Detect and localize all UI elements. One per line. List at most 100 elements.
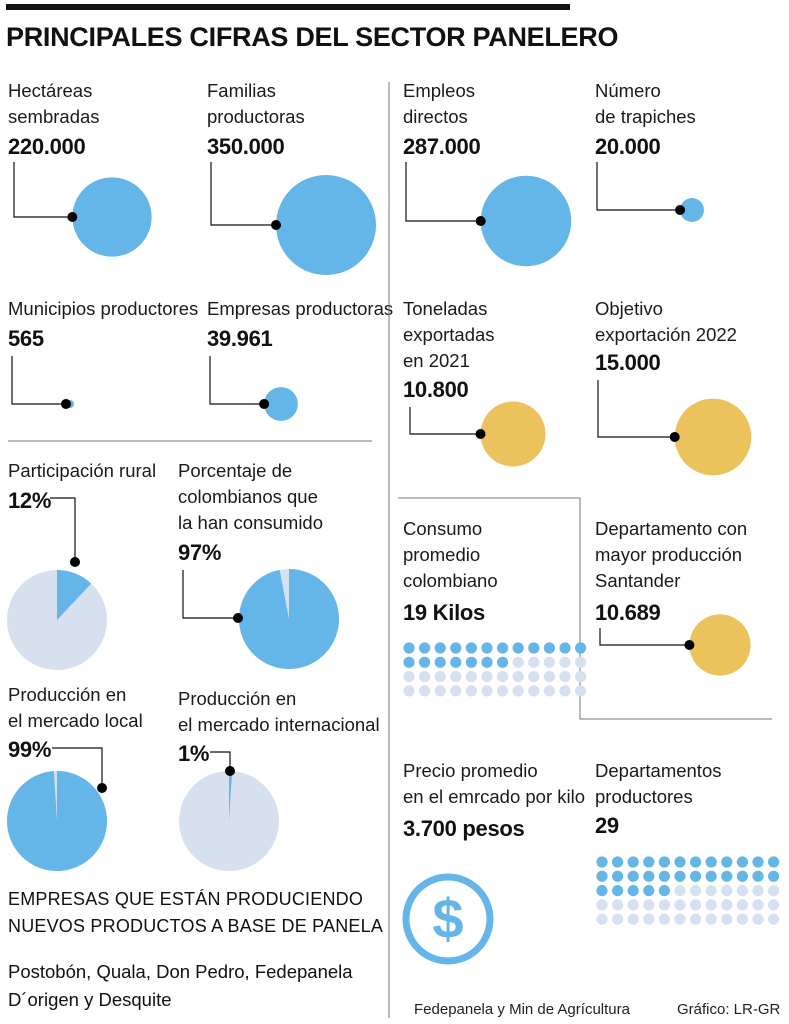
empleos-bubble (480, 175, 572, 267)
empleos-value: 287.000 (403, 134, 481, 159)
departamentos-label: Departamentos productores (595, 760, 722, 807)
departamentos-dot (596, 899, 608, 911)
consumo-dot (512, 671, 524, 683)
departamentos-dot (643, 856, 655, 868)
hectareas-dot (67, 212, 78, 222)
departamentos-dot (752, 913, 764, 925)
trapiches-bubble (680, 198, 704, 222)
departamentos-dot (658, 913, 671, 925)
hectareas-value: 220.000 (8, 134, 86, 159)
departamentos-dot (736, 913, 749, 925)
consumo-dot (528, 656, 540, 668)
departamentos-dot (674, 913, 686, 925)
departamentos-dot (721, 885, 733, 897)
departamentos-dot (736, 856, 749, 868)
consumo-dot (434, 656, 446, 668)
consumo-dot (512, 685, 524, 697)
consumo-dot (559, 671, 571, 683)
consumo-dot (419, 671, 431, 683)
familias-leader (210, 162, 276, 226)
toneladas-value: 10.800 (403, 377, 469, 402)
departamentos-dot (596, 856, 608, 868)
departamentos-dot (752, 899, 764, 911)
consumo-dot (543, 656, 556, 668)
empleos-dot (475, 216, 486, 226)
mercado-internacional-dot (225, 766, 235, 776)
consumo-dot (419, 656, 431, 668)
departamentos-dot (690, 856, 702, 868)
toneladas-dot (475, 429, 486, 439)
familias-value: 350.000 (207, 134, 285, 159)
departamentos-dot (596, 885, 608, 897)
consumo-dot (543, 642, 556, 654)
municipios-value: 565 (8, 326, 44, 351)
participacion-value: 12% (8, 488, 52, 513)
consumo-dot (575, 671, 587, 683)
departamentos-dot (658, 885, 671, 897)
mercado-internacional-pie-slice (229, 771, 233, 821)
consumo-dot (543, 671, 556, 683)
hectareas-label: Hectáreas sembradas (8, 80, 100, 127)
departamento-value: 10.689 (595, 600, 661, 625)
precio-label: Precio promedio en el emrcado por kilo (403, 760, 586, 807)
consumo-dot (528, 671, 540, 683)
departamentos-dot (612, 870, 624, 882)
departamentos-dot (612, 885, 624, 897)
consumo-dot (481, 656, 493, 668)
departamentos-dot (705, 885, 717, 897)
departamentos-dot (721, 856, 733, 868)
consumo-dot (450, 642, 462, 654)
departamentos-dot (658, 899, 671, 911)
departamentos-dot (643, 885, 655, 897)
empleos-leader (405, 162, 481, 222)
consumo-dot (481, 642, 493, 654)
toneladas-label: Toneladas exportadas en 2021 (403, 298, 495, 371)
consumido-value: 97% (178, 540, 222, 565)
departamentos-dot (690, 870, 702, 882)
trapiches-label: Número de trapiches (595, 80, 696, 127)
consumo-dot (465, 656, 477, 668)
empresas-list: Postobón, Quala, Don Pedro, Fedepanela D… (8, 961, 353, 1010)
departamentos-dot (627, 856, 639, 868)
mercado-internacional-label: Producción en el mercado internacional (178, 688, 380, 735)
consumo-dot (403, 671, 415, 683)
consumo-dot (450, 656, 462, 668)
departamentos-dot (752, 885, 764, 897)
departamentos-dot (768, 870, 780, 882)
participacion-dot (70, 557, 80, 567)
mercado-internacional-value: 1% (178, 741, 210, 766)
dollar-sign: $ (432, 887, 463, 950)
departamentos-dot (627, 913, 639, 925)
departamentos-dot (736, 899, 749, 911)
departamentos-dot (768, 856, 780, 868)
title-rule (6, 4, 570, 10)
departamentos-dot (768, 885, 780, 897)
departamentos-dot (658, 856, 671, 868)
mercado-local-leader (52, 747, 103, 788)
familias-dot (271, 220, 281, 230)
departamentos-dot (674, 870, 686, 882)
consumo-dot (434, 642, 446, 654)
objetivo-bubble (674, 398, 752, 476)
precio-value: 3.700 pesos (403, 816, 525, 841)
departamentos-dot (721, 899, 733, 911)
departamentos-dot (596, 913, 608, 925)
departamentos-dot (705, 870, 717, 882)
departamento-leader (599, 628, 690, 646)
empresas-label: Empresas productoras (207, 298, 394, 319)
hectareas-bubble (72, 177, 152, 257)
departamentos-dot (705, 913, 717, 925)
departamentos-value: 29 (595, 813, 619, 838)
consumo-dot (559, 642, 571, 654)
mercado-local-value: 99% (8, 737, 52, 762)
departamentos-dot (612, 899, 624, 911)
departamentos-dot (768, 899, 780, 911)
consumo-dot (575, 656, 587, 668)
dollar-icon (402, 873, 494, 965)
departamentos-dot (612, 856, 624, 868)
departamentos-dot (752, 870, 764, 882)
departamentos-dot (768, 913, 780, 925)
page-title: PRINCIPALES CIFRAS DEL SECTOR PANELERO (6, 22, 619, 52)
divider-right (398, 497, 772, 720)
toneladas-bubble (480, 401, 546, 467)
